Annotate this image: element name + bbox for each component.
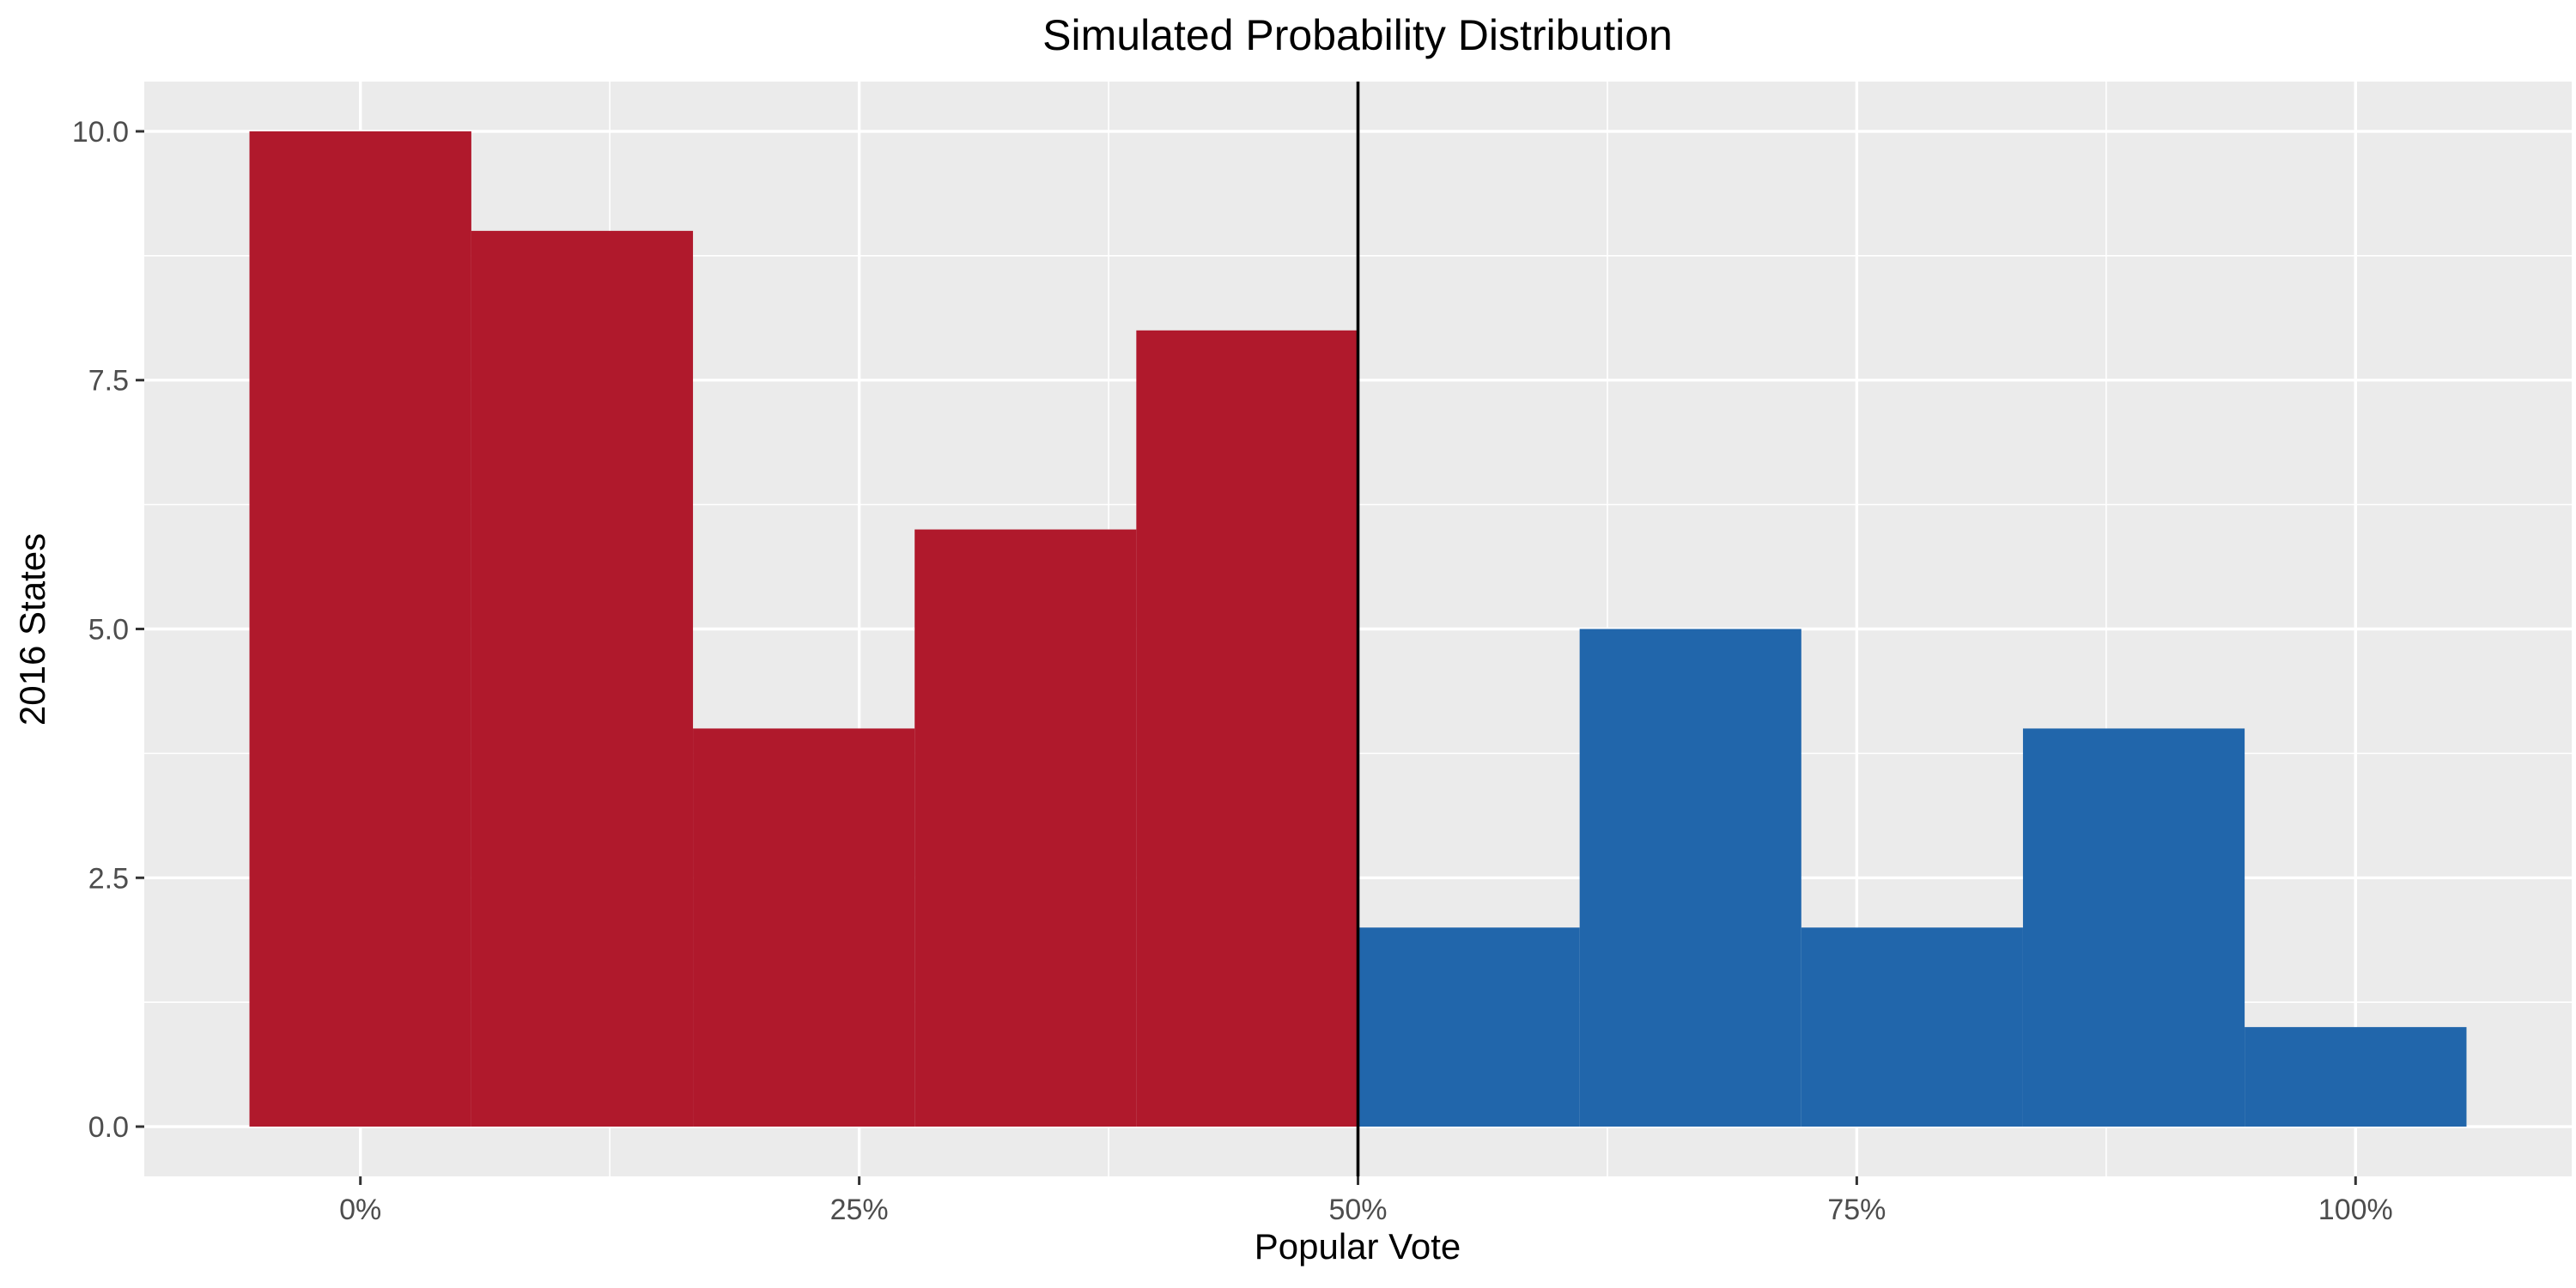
x-tick-label: 100% bbox=[2318, 1194, 2393, 1226]
y-tick-label: 2.5 bbox=[88, 862, 129, 895]
bar-above-50 bbox=[1358, 927, 1580, 1127]
bar-above-50 bbox=[1579, 629, 1801, 1127]
y-axis-title: 2016 States bbox=[12, 533, 52, 726]
x-tick-label: 75% bbox=[1827, 1194, 1886, 1226]
y-tick-label: 7.5 bbox=[88, 365, 129, 398]
chart-title: Simulated Probability Distribution bbox=[1042, 11, 1673, 59]
bar-below-50 bbox=[1136, 330, 1358, 1127]
axes: 0.0 2.5 5.0 7.5 10.0 0% 25% 50% 75% 100% bbox=[72, 116, 2393, 1226]
x-axis-title: Popular Vote bbox=[1255, 1226, 1461, 1267]
x-tick-label: 50% bbox=[1328, 1194, 1387, 1226]
histogram-bars bbox=[249, 131, 2467, 1127]
x-tick-label: 25% bbox=[830, 1194, 889, 1226]
bar-below-50 bbox=[471, 230, 694, 1127]
y-tick-label: 0.0 bbox=[88, 1111, 129, 1144]
bar-above-50 bbox=[2245, 1027, 2467, 1127]
y-tick-label: 5.0 bbox=[88, 614, 129, 647]
x-tick-label: 0% bbox=[339, 1194, 381, 1226]
bar-above-50 bbox=[1801, 927, 2023, 1127]
bar-above-50 bbox=[2022, 728, 2245, 1127]
bar-below-50 bbox=[693, 728, 915, 1127]
bar-below-50 bbox=[914, 529, 1137, 1127]
bar-below-50 bbox=[249, 131, 471, 1127]
y-tick-label: 10.0 bbox=[72, 116, 129, 149]
